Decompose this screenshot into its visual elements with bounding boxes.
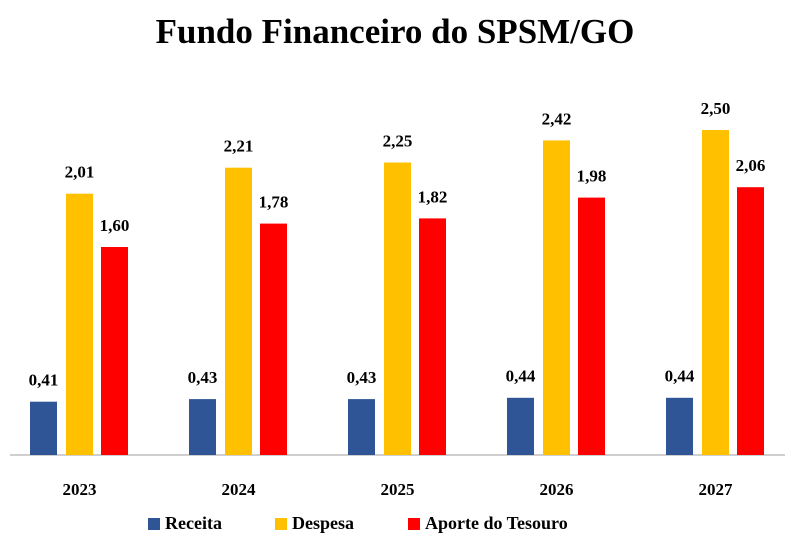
data-label: 2,01	[65, 163, 95, 182]
bar	[30, 401, 57, 455]
bar	[419, 218, 446, 455]
x-tick-label: 2025	[381, 480, 415, 499]
x-tick-label: 2026	[540, 480, 574, 499]
data-label: 0,43	[347, 368, 377, 387]
data-label: 0,44	[506, 367, 536, 386]
legend-label: Aporte do Tesouro	[425, 513, 568, 533]
data-label: 0,43	[188, 368, 218, 387]
data-label: 0,44	[665, 367, 695, 386]
bar	[578, 197, 605, 455]
data-label: 1,78	[259, 193, 289, 212]
x-tick-label: 2024	[222, 480, 257, 499]
bar	[66, 193, 93, 455]
bar	[384, 162, 411, 455]
legend-swatch	[275, 518, 287, 530]
data-label: 2,06	[736, 156, 766, 175]
legend-swatch	[148, 518, 160, 530]
x-tick-label: 2027	[699, 480, 734, 499]
x-tick-label: 2023	[63, 480, 97, 499]
bar	[543, 140, 570, 455]
data-label: 1,60	[100, 216, 130, 235]
bar	[101, 247, 128, 455]
data-label: 1,98	[577, 167, 607, 186]
data-label: 2,50	[701, 99, 731, 118]
legend-label: Receita	[165, 513, 222, 533]
chart-title: Fundo Financeiro do SPSM/GO	[156, 12, 635, 51]
bar	[666, 397, 693, 455]
legend-label: Despesa	[292, 513, 354, 533]
bar	[348, 399, 375, 455]
bar	[507, 397, 534, 455]
bar	[260, 223, 287, 455]
bar	[189, 399, 216, 455]
bar	[737, 187, 764, 455]
legend-swatch	[408, 518, 420, 530]
data-label: 2,21	[224, 137, 254, 156]
bar	[702, 130, 729, 455]
bar	[225, 167, 252, 455]
data-label: 2,25	[383, 131, 413, 150]
data-label: 0,41	[29, 371, 59, 390]
data-label: 1,82	[418, 187, 448, 206]
data-label: 2,42	[542, 109, 572, 128]
